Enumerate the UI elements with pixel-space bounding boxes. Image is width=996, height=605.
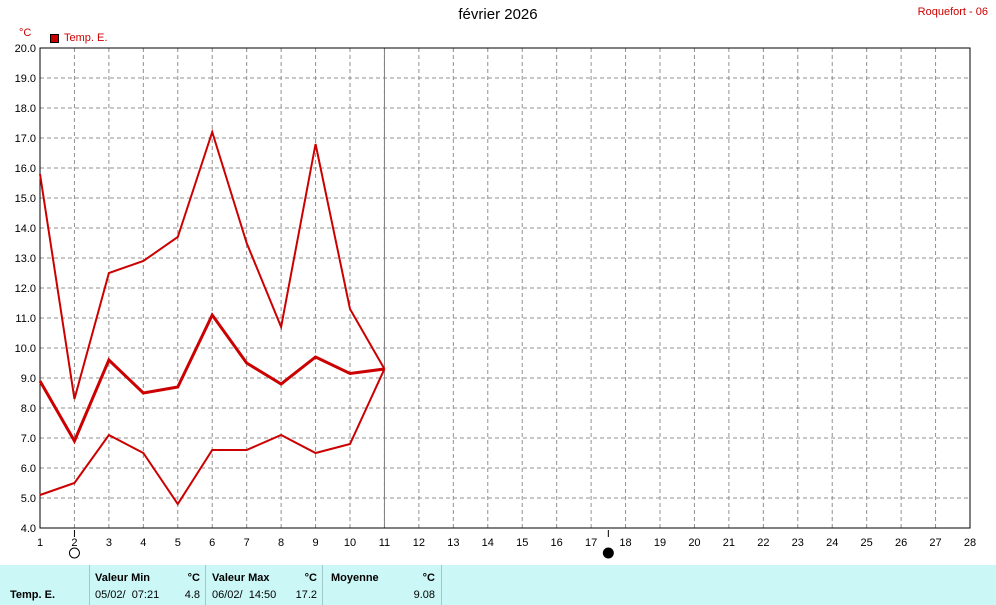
x-tick-label: 6 bbox=[209, 537, 215, 549]
x-tick-label: 12 bbox=[413, 537, 425, 549]
y-tick-label: 11.0 bbox=[15, 313, 36, 325]
x-tick-label: 28 bbox=[964, 537, 976, 549]
y-tick-label: 9.0 bbox=[21, 373, 36, 385]
x-tick-label: 3 bbox=[106, 537, 112, 549]
series-lines bbox=[38, 128, 386, 506]
plot-frame bbox=[39, 47, 971, 529]
full-moon-icon bbox=[68, 547, 80, 559]
moon-phases bbox=[68, 530, 614, 559]
y-tick-label: 4.0 bbox=[21, 523, 36, 535]
stats-max-unit: °C bbox=[304, 572, 317, 584]
x-tick-label: 10 bbox=[344, 537, 356, 549]
series-line-min bbox=[39, 368, 386, 506]
y-axis-unit: °C bbox=[19, 27, 32, 39]
stats-min-value: 4.8 bbox=[184, 589, 200, 601]
x-tick-label: 1 bbox=[37, 537, 43, 549]
series-line-mean bbox=[38, 312, 385, 445]
x-tick-label: 15 bbox=[516, 537, 528, 549]
y-tick-label: 6.0 bbox=[21, 463, 36, 475]
stats-row-label: Temp. E. bbox=[10, 589, 56, 601]
x-tick-label: 16 bbox=[551, 537, 563, 549]
y-tick-label: 10.0 bbox=[15, 343, 36, 355]
stats-mean-cell: Moyenne °C 9.08 bbox=[322, 565, 442, 605]
legend-swatch bbox=[50, 33, 59, 43]
x-tick-label: 23 bbox=[792, 537, 804, 549]
station-name: Roquefort - 06 bbox=[917, 6, 988, 18]
stats-max-header: Valeur Max bbox=[212, 572, 270, 584]
legend-label: Temp. E. bbox=[64, 32, 108, 44]
temperature-chart: 4.05.06.07.08.09.010.011.012.013.014.015… bbox=[15, 43, 977, 559]
x-tick-label: 27 bbox=[929, 537, 941, 549]
x-tick-label: 24 bbox=[826, 537, 838, 549]
series-line-max bbox=[39, 128, 386, 400]
x-tick-label: 25 bbox=[861, 537, 873, 549]
x-tick-label: 13 bbox=[447, 537, 459, 549]
stats-min-when: 05/02/ 07:21 bbox=[95, 589, 160, 601]
stats-max-cell: Valeur Max °C 06/02/ 14:50 17.2 bbox=[205, 565, 323, 605]
stats-min-header: Valeur Min bbox=[95, 572, 151, 584]
x-tick-label: 5 bbox=[175, 537, 181, 549]
new-moon-icon bbox=[602, 547, 614, 559]
x-tick-label: 9 bbox=[312, 537, 318, 549]
y-tick-label: 16.0 bbox=[15, 163, 36, 175]
x-tick-label: 26 bbox=[895, 537, 907, 549]
y-tick-label: 5.0 bbox=[21, 493, 36, 505]
stats-max-value: 17.2 bbox=[295, 589, 317, 601]
stats-mean-header: Moyenne bbox=[331, 572, 379, 584]
x-tick-label: 20 bbox=[688, 537, 700, 549]
y-tick-label: 18.0 bbox=[15, 103, 36, 115]
stats-mean-unit: °C bbox=[422, 572, 435, 584]
stats-max-when: 06/02/ 14:50 bbox=[212, 589, 277, 601]
x-tick-label: 14 bbox=[482, 537, 494, 549]
legend: Temp. E. bbox=[50, 32, 107, 44]
x-tick-label: 18 bbox=[619, 537, 631, 549]
y-tick-label: 7.0 bbox=[21, 433, 36, 445]
x-tick-label: 7 bbox=[244, 537, 250, 549]
y-tick-label: 19.0 bbox=[15, 73, 36, 85]
y-tick-label: 8.0 bbox=[21, 403, 36, 415]
stats-table: Temp. E. Valeur Min °C 05/02/ 07:21 4.8 … bbox=[0, 565, 996, 605]
x-tick-label: 19 bbox=[654, 537, 666, 549]
chart-title: février 2026 bbox=[458, 6, 538, 23]
x-tick-label: 11 bbox=[379, 537, 390, 549]
x-tick-label: 17 bbox=[585, 537, 597, 549]
y-tick-label: 15.0 bbox=[15, 193, 36, 205]
y-tick-label: 17.0 bbox=[15, 133, 36, 145]
x-tick-label: 2 bbox=[71, 537, 77, 549]
x-tick-label: 22 bbox=[757, 537, 769, 549]
x-tick-label: 8 bbox=[278, 537, 284, 549]
axes: 4.05.06.07.08.09.010.011.012.013.014.015… bbox=[15, 43, 977, 549]
y-tick-label: 12.0 bbox=[15, 283, 36, 295]
stats-mean-value: 9.08 bbox=[413, 589, 435, 601]
stats-min-unit: °C bbox=[187, 572, 200, 584]
y-tick-label: 14.0 bbox=[15, 223, 36, 235]
x-tick-label: 4 bbox=[140, 537, 146, 549]
stats-min-cell: Valeur Min °C 05/02/ 07:21 4.8 bbox=[89, 565, 206, 605]
x-tick-label: 21 bbox=[723, 537, 735, 549]
y-tick-label: 20.0 bbox=[15, 43, 36, 55]
y-tick-label: 13.0 bbox=[15, 253, 36, 265]
grid bbox=[40, 48, 970, 528]
